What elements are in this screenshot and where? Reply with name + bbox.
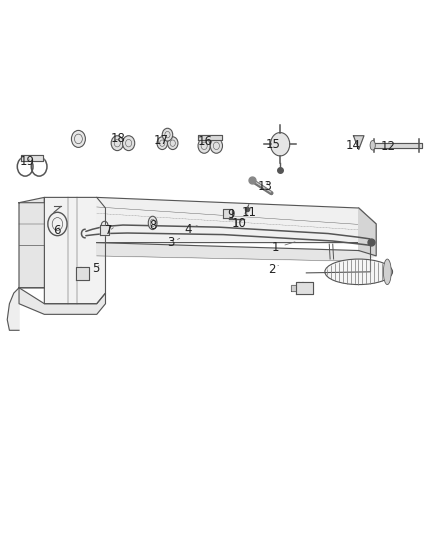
Text: 6: 6 (53, 224, 60, 237)
Text: 3: 3 (167, 236, 180, 249)
Text: 5: 5 (92, 262, 99, 274)
Ellipse shape (370, 141, 375, 150)
Polygon shape (76, 266, 89, 280)
Text: 19: 19 (19, 155, 35, 168)
Text: 2: 2 (268, 263, 279, 276)
Text: 16: 16 (198, 135, 212, 148)
Ellipse shape (148, 216, 157, 230)
Polygon shape (100, 225, 109, 235)
Polygon shape (19, 197, 106, 304)
Polygon shape (97, 197, 376, 243)
Polygon shape (296, 282, 313, 294)
Polygon shape (291, 285, 296, 291)
Circle shape (271, 133, 290, 156)
Polygon shape (371, 143, 422, 149)
Circle shape (111, 136, 124, 151)
Text: 12: 12 (381, 140, 396, 153)
Ellipse shape (383, 259, 391, 285)
Polygon shape (19, 288, 106, 314)
Text: 8: 8 (149, 219, 156, 232)
Text: 4: 4 (185, 223, 197, 236)
Circle shape (198, 139, 210, 154)
Polygon shape (353, 136, 364, 150)
Polygon shape (198, 135, 223, 140)
Text: 7: 7 (105, 224, 113, 237)
Circle shape (162, 128, 173, 141)
Polygon shape (21, 155, 43, 161)
Circle shape (167, 137, 178, 150)
Circle shape (71, 131, 85, 148)
Text: 9: 9 (227, 208, 235, 221)
Text: 11: 11 (242, 206, 257, 219)
Text: 10: 10 (231, 217, 246, 230)
Text: 1: 1 (272, 241, 295, 254)
Text: 13: 13 (258, 180, 272, 193)
Polygon shape (7, 288, 19, 330)
Polygon shape (19, 197, 44, 288)
Circle shape (210, 139, 223, 154)
Circle shape (157, 137, 167, 150)
Text: 15: 15 (266, 138, 281, 151)
Polygon shape (97, 243, 376, 261)
Ellipse shape (325, 259, 392, 285)
Text: 14: 14 (346, 139, 361, 152)
Polygon shape (359, 208, 376, 256)
Polygon shape (223, 209, 232, 218)
Text: 18: 18 (110, 132, 125, 146)
Text: 17: 17 (154, 134, 169, 147)
Circle shape (123, 136, 135, 151)
